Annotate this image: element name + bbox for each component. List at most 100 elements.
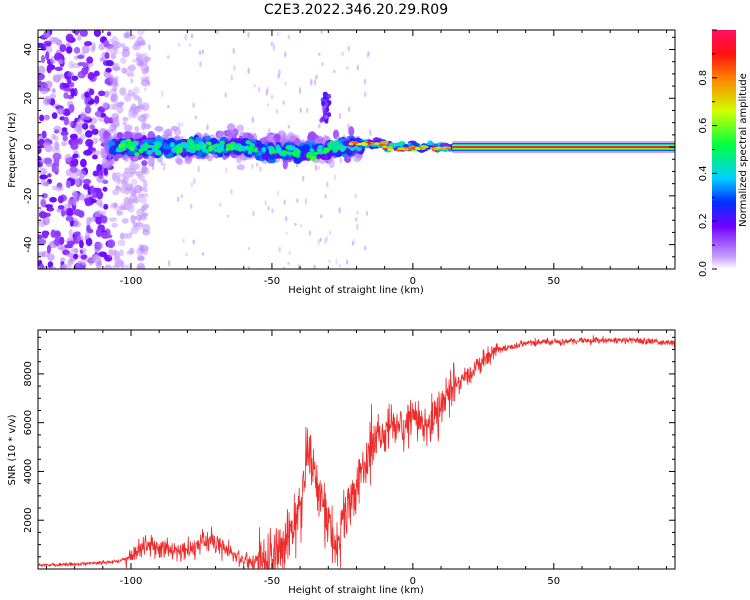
spectrogram-cell [219, 202, 222, 207]
spectrogram-cell [180, 194, 183, 198]
spectrogram-cell [236, 124, 245, 132]
spectrogram-cell [176, 196, 180, 202]
spectrogram-cell [228, 144, 236, 151]
spectrogram-cell [201, 252, 205, 256]
spectrogram-cell [285, 215, 288, 222]
spectrogram-cell [67, 198, 73, 207]
spectrogram-cell [193, 177, 196, 185]
spectrogram-cell [86, 217, 91, 226]
spectrogram-cell [443, 146, 452, 150]
spectrogram-cell [296, 198, 299, 204]
spectrogram-cell [71, 75, 79, 81]
spectrogram-cell [320, 116, 325, 122]
spectrogram-cell [363, 78, 367, 85]
spectrogram-cell [386, 146, 393, 149]
colorbar-axis: 0.0 0.2 0.4 0.6 0.8 [698, 29, 717, 277]
spectrogram-cell [208, 146, 213, 152]
spectrogram-cell [105, 59, 114, 67]
spectrogram-cell [59, 44, 67, 53]
spectrogram-cell [73, 209, 82, 216]
spectrogram-cell [112, 188, 120, 196]
spectrogram-cell [322, 109, 327, 115]
colorbar-tick-label: 0.2 [698, 213, 709, 229]
spectrogram-cell [134, 141, 139, 146]
spectrogram-cell [356, 223, 359, 230]
x-tick-label: -50 [264, 576, 280, 587]
spectrogram-cell [70, 248, 78, 253]
spectrogram-cell [410, 147, 417, 150]
spectrogram-cell [80, 158, 87, 168]
spectrogram-cell [51, 164, 57, 173]
spectrogram-cell [92, 170, 100, 177]
spectrogram-cell [82, 178, 92, 185]
spectrogram-cell [302, 175, 305, 182]
spectrogram-cell [312, 151, 319, 156]
spectrogram-cell [320, 214, 323, 219]
spectrogram-cell [109, 43, 117, 50]
spectrogram-cell [112, 264, 120, 269]
spectrogram-cell [73, 46, 81, 54]
colorbar-tick-label: 0.8 [698, 70, 709, 86]
spectrogram-cell [46, 206, 55, 212]
spectrogram-cell [98, 251, 107, 258]
spectrogram-cell [261, 146, 267, 153]
spectrogram-xlabel: Height of straight line (km) [288, 285, 424, 296]
spectrogram-cell [106, 31, 112, 37]
spectrogram-cell [326, 181, 329, 188]
spectrogram-cell [318, 52, 321, 56]
spectrogram-cell [84, 97, 89, 104]
spectrogram-cell [117, 239, 126, 246]
spectrogram-cell [394, 142, 403, 147]
spectrogram-cell [49, 196, 57, 203]
spectrogram-cell [39, 174, 48, 180]
spectrogram-cell [137, 256, 145, 262]
spectrogram-cell [103, 40, 110, 48]
spectrogram-cell [295, 163, 299, 168]
spectrogram-cell [54, 231, 61, 237]
spectrogram-cell [267, 103, 270, 107]
spectrogram-cell [194, 115, 197, 120]
spectrogram-cell [347, 45, 350, 52]
spectrogram-cell [287, 34, 290, 40]
spectrogram-cell [143, 187, 148, 193]
spectrogram-cell [277, 73, 280, 79]
spectrogram-cell [100, 215, 108, 224]
spectrogram-y-axis: -40 -20 0 20 40 [23, 36, 675, 270]
spectrogram-cell [141, 160, 148, 166]
spectrogram-cell [116, 210, 123, 216]
spectrogram-cell [143, 180, 148, 189]
spectrogram-cell [103, 167, 108, 176]
spectrogram-cell [116, 102, 123, 108]
spectrogram-cell [320, 30, 323, 34]
spectrogram-cell [364, 245, 367, 251]
spectrogram-cell [253, 84, 256, 88]
spectrogram-cell [46, 66, 52, 74]
snr-x-axis: -100 -50 0 50 [45, 330, 668, 587]
spectrogram-cell [76, 117, 86, 125]
spectrogram-cell [373, 142, 380, 145]
spectrogram-cell [216, 30, 219, 36]
spectrogram-cell [124, 264, 132, 269]
spectrogram-cell [148, 156, 155, 167]
spectrogram-cell [317, 144, 324, 150]
spectrogram-cell [123, 32, 129, 39]
spectrogram-cell [135, 170, 144, 177]
spectrogram-cell [330, 142, 335, 147]
spectrogram-cell [115, 255, 121, 265]
snr-series-line [38, 335, 675, 569]
spectrogram-cell [121, 49, 130, 58]
spectrogram-cell [285, 231, 288, 236]
spectrogram-cell [40, 198, 47, 208]
spectrogram-cell [269, 154, 275, 160]
spectrogram-cell [290, 145, 296, 152]
spectrogram-cell [230, 74, 233, 81]
spectrogram-cell [72, 197, 78, 206]
spectrogram-cell [77, 54, 85, 59]
spectrogram-cell [138, 186, 145, 192]
spectrogram-cell [247, 67, 250, 74]
spectrogram-cell [57, 195, 64, 204]
spectrogram-cell [94, 110, 102, 117]
spectrogram-cell [84, 105, 92, 114]
spectrogram-cell [287, 124, 291, 129]
